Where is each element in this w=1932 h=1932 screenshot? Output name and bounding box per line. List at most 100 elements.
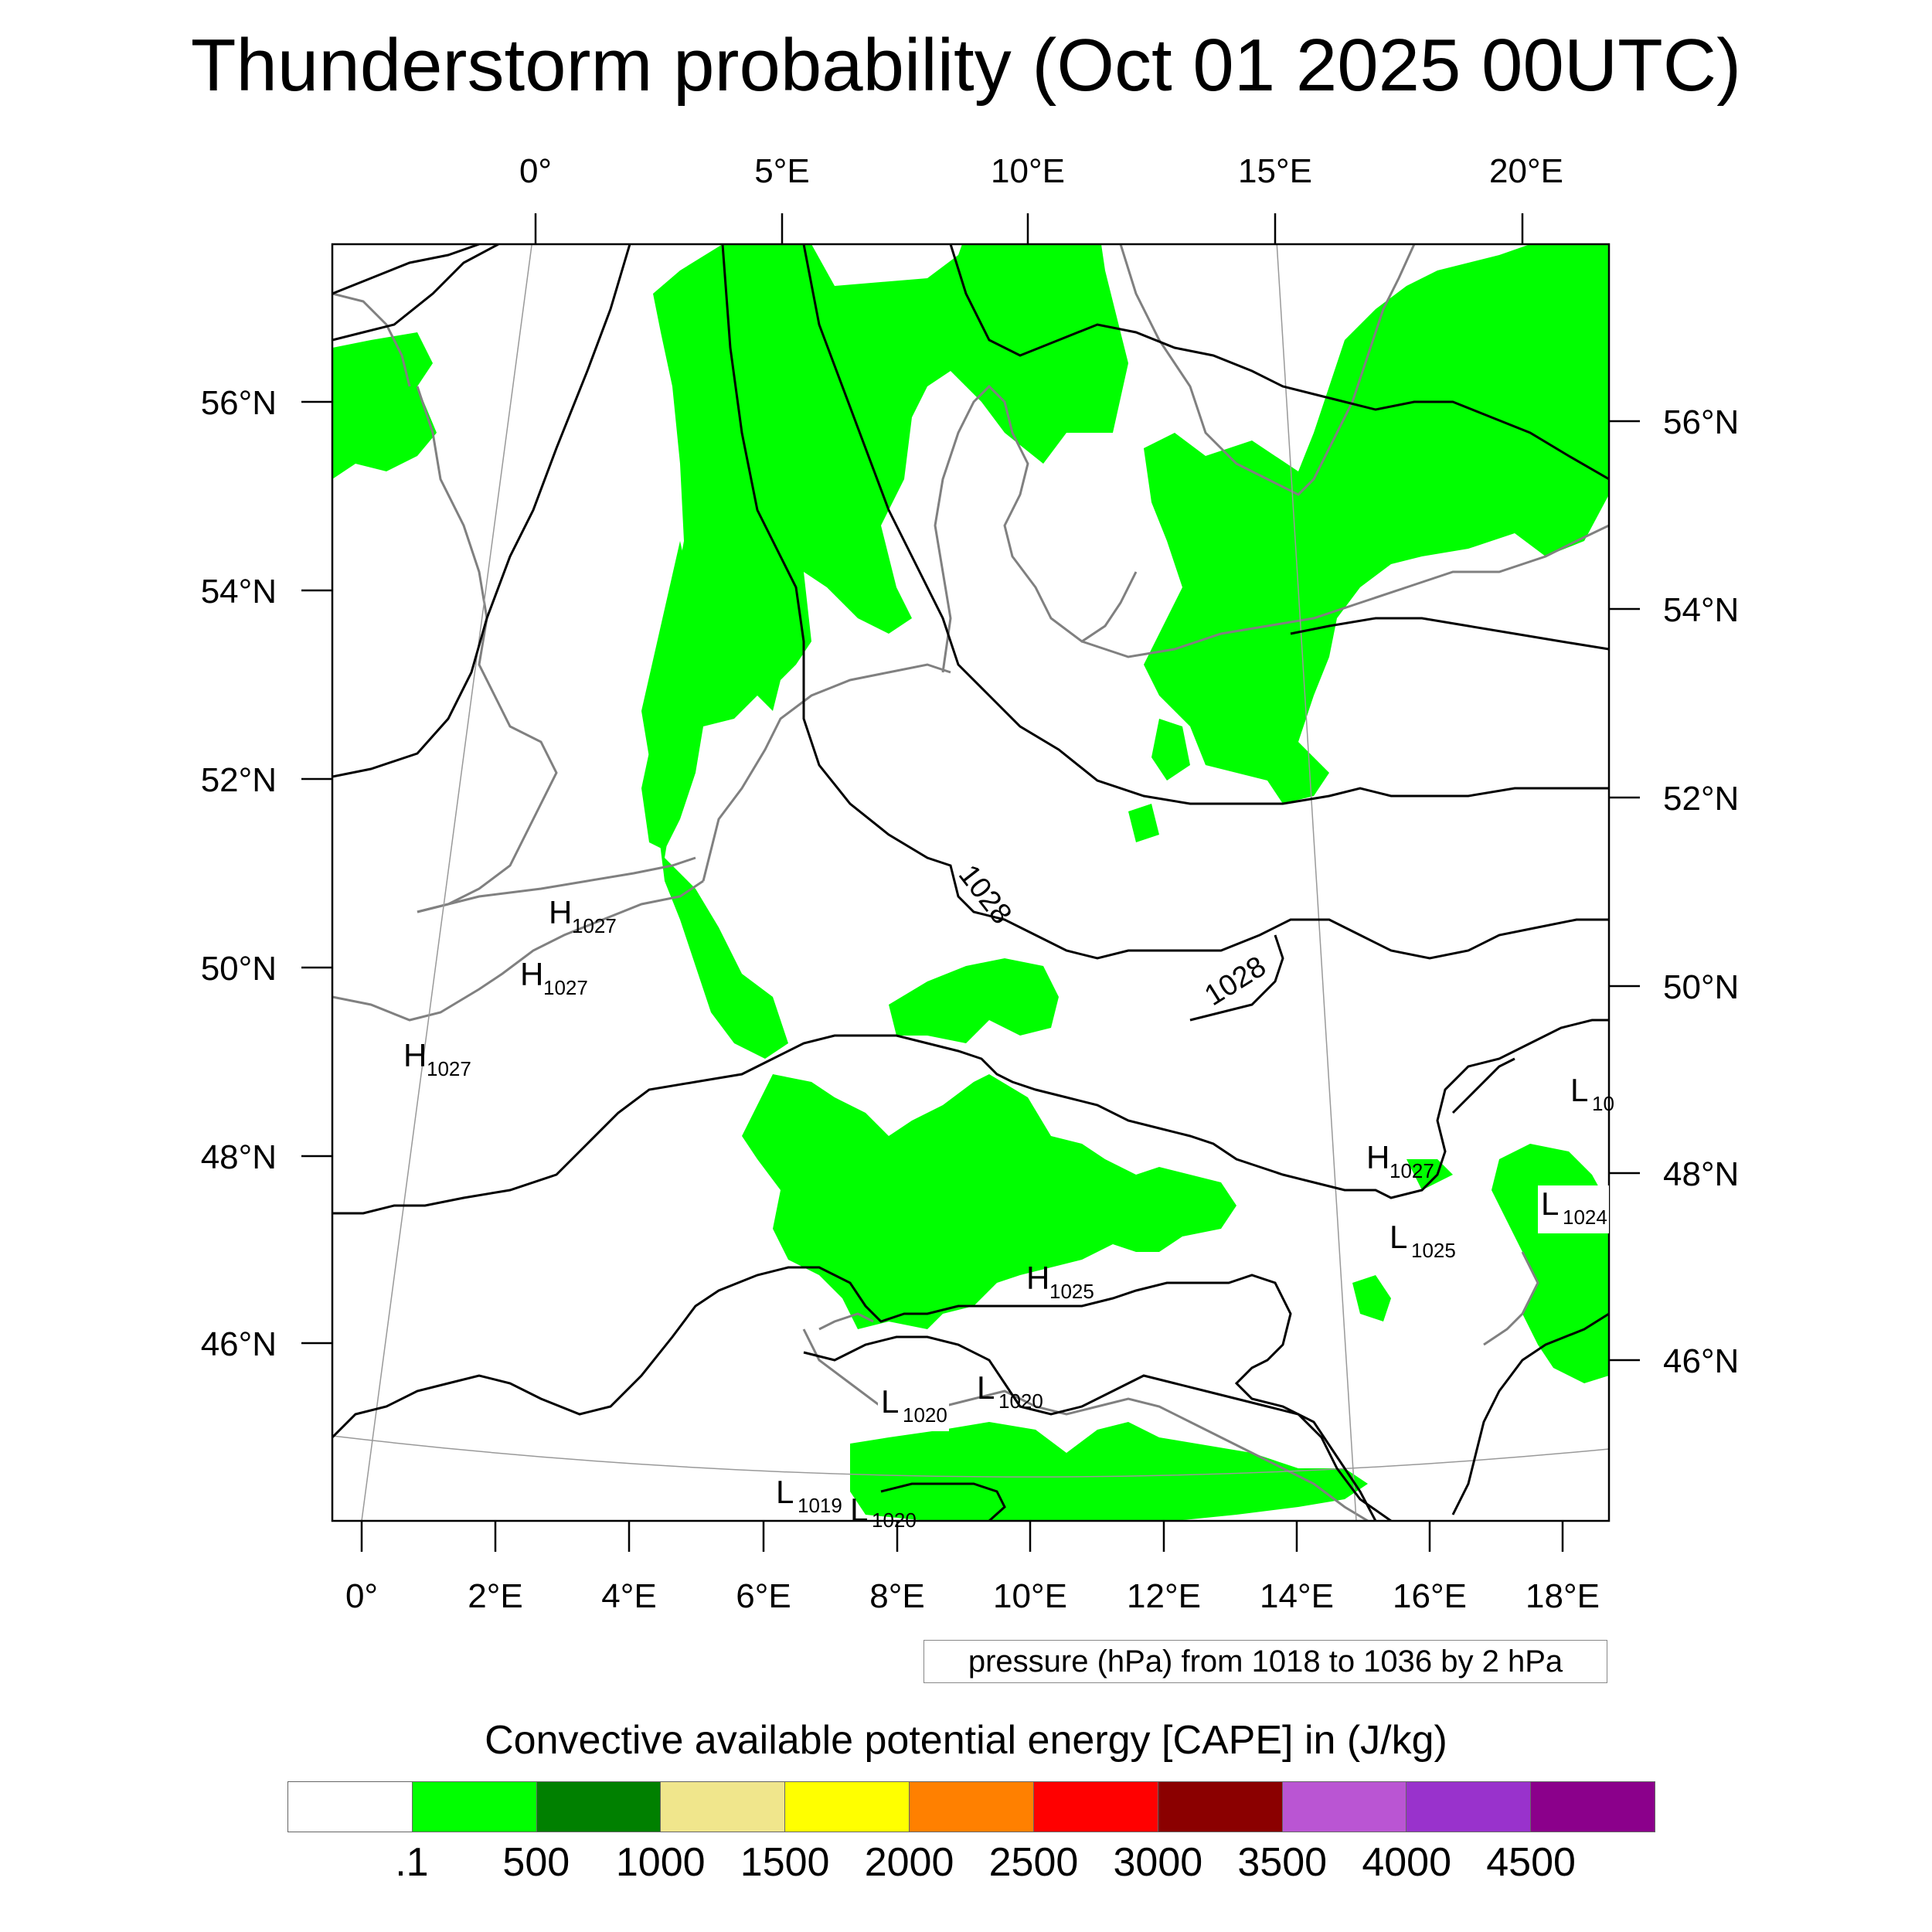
left-lat-label: 56°N xyxy=(201,384,277,422)
pressure-center-letter: L xyxy=(850,1492,868,1528)
map-frame xyxy=(331,243,1611,1522)
right-lat-label: 48°N xyxy=(1663,1155,1739,1193)
colorbar-bin xyxy=(412,1782,537,1832)
pressure-center-letter: L xyxy=(977,1369,995,1406)
pressure-center-value: 1025 xyxy=(1411,1239,1456,1262)
colorbar-bin xyxy=(1158,1782,1283,1832)
pressure-center-high: H 1027 xyxy=(520,956,588,999)
coastline-denmark xyxy=(934,384,1138,673)
cape-region-germany-south xyxy=(889,958,1059,1043)
pressure-center-letter: H xyxy=(1366,1139,1389,1175)
bottom-lon-label: 16°E xyxy=(1393,1577,1467,1615)
meridian-0 xyxy=(361,244,532,1521)
colorbar-label: 500 xyxy=(502,1840,570,1885)
pressure-centers: H 1027 H 1027 H 1027 H 1027 H 1025 L 102… xyxy=(403,894,1614,1532)
left-lat-label: 52°N xyxy=(201,761,277,799)
colorbar-bin xyxy=(1531,1782,1655,1832)
pressure-center-value: 1020 xyxy=(903,1403,947,1427)
coastline-uk-north xyxy=(332,292,411,387)
bottom-lon-label: 18°E xyxy=(1526,1577,1600,1615)
cape-region-uk-north xyxy=(332,332,437,479)
isobar-east-1 xyxy=(1451,1312,1609,1515)
colorbar-label: 2000 xyxy=(864,1840,954,1885)
pressure-center-value: 1027 xyxy=(427,1057,471,1080)
colorbar-label: 4000 xyxy=(1362,1840,1452,1885)
pressure-center-value: 1027 xyxy=(543,976,588,999)
colorbar-title: Convective available potential energy [C… xyxy=(485,1718,1447,1763)
pressure-center-value: 1020 xyxy=(872,1509,917,1532)
cape-region-north-sea xyxy=(641,244,1128,850)
bottom-longitude-labels: 0° 2°E 4°E 6°E 8°E 10°E 12°E 14°E 16°E 1… xyxy=(345,1577,1600,1615)
colorbar-bin xyxy=(1406,1782,1532,1832)
bottom-lon-label: 0° xyxy=(345,1577,378,1615)
axis-ticks xyxy=(301,213,1640,1552)
right-latitude-labels: 56°N 54°N 52°N 50°N 48°N 46°N xyxy=(1663,403,1739,1380)
top-lon-label: 10°E xyxy=(991,152,1065,190)
colorbar-label: 3500 xyxy=(1237,1840,1328,1885)
coastline-france-north xyxy=(332,879,704,1022)
pressure-center-low: L 1020 xyxy=(850,1492,917,1532)
cape-region-scandinavia-baltic xyxy=(1144,244,1609,804)
map-title: Thunderstorm probability (Oct 01 2025 00… xyxy=(190,24,1742,107)
left-ticks xyxy=(301,400,332,1345)
isobar-alps-south xyxy=(803,1335,1392,1521)
pressure-center-value: 1027 xyxy=(572,914,617,937)
pressure-center-low: L 1019 xyxy=(776,1474,842,1517)
colorbar-bin xyxy=(661,1782,786,1832)
cape-region-balkan-patch xyxy=(1352,1159,1453,1321)
coastlines xyxy=(332,244,1609,1521)
colorbar-labels: .1 500 1000 1500 2000 2500 3000 3500 400… xyxy=(0,1839,1932,1893)
border-hungary xyxy=(1483,1251,1539,1346)
pressure-center-value: 10 xyxy=(1592,1092,1614,1115)
top-lon-label: 20°E xyxy=(1489,152,1563,190)
colorbar-label: 1000 xyxy=(615,1840,706,1885)
coastline-baltic-south xyxy=(1081,524,1609,658)
left-latitude-labels: 56°N 54°N 52°N 50°N 48°N 46°N xyxy=(201,384,277,1363)
right-ticks xyxy=(1609,420,1640,1362)
isobar-baltic xyxy=(949,244,1609,481)
isobar-central-1028 xyxy=(1189,934,1284,1022)
pressure-center-low: L 1020 xyxy=(878,1383,949,1431)
pressure-center-letter: L xyxy=(1389,1219,1407,1255)
colorbar-bin xyxy=(910,1782,1034,1832)
pressure-center-letter: L xyxy=(881,1383,899,1420)
pressure-center-letter: L xyxy=(776,1474,794,1510)
pressure-center-letter: H xyxy=(1026,1260,1049,1296)
isobar-east-hungary xyxy=(1451,1057,1515,1114)
coastline-england-east xyxy=(416,386,558,913)
isobar-alps-north xyxy=(332,1266,1377,1521)
isobar-north-sea-1 xyxy=(721,244,1609,960)
pressure-center-value: 1019 xyxy=(798,1494,842,1517)
border-lake-geneva xyxy=(818,1312,874,1331)
pressure-center-letter: H xyxy=(549,894,572,930)
pressure-center-backdrop xyxy=(878,1383,949,1431)
parallel-45n xyxy=(332,1435,1609,1478)
colorbar-bin xyxy=(785,1782,910,1832)
cape-region-netherlands-west xyxy=(641,541,788,1059)
bottom-lon-label: 4°E xyxy=(601,1577,656,1615)
right-lat-label: 50°N xyxy=(1663,968,1739,1006)
left-lat-label: 48°N xyxy=(201,1138,277,1176)
colorbar-label: 1500 xyxy=(740,1840,830,1885)
right-lat-label: 46°N xyxy=(1663,1342,1739,1380)
pressure-center-letter: L xyxy=(1541,1185,1559,1222)
pressure-center-high: H 1027 xyxy=(549,894,617,937)
bottom-lon-label: 2°E xyxy=(468,1577,522,1615)
pressure-center-letter: H xyxy=(520,956,543,992)
pressure-center-backdrop xyxy=(1538,1185,1609,1233)
graticule xyxy=(332,244,1609,1521)
bottom-ticks xyxy=(360,1521,1564,1552)
pressure-center-low: L 1020 xyxy=(977,1369,1043,1413)
isobars xyxy=(332,244,1609,1521)
bottom-lon-label: 12°E xyxy=(1127,1577,1201,1615)
top-lon-label: 0° xyxy=(519,152,552,190)
colorbar-bin xyxy=(1033,1782,1158,1832)
isobar-poland xyxy=(1290,617,1609,651)
left-lat-label: 54°N xyxy=(201,573,277,611)
top-lon-label: 5°E xyxy=(754,152,809,190)
pressure-center-high: H 1025 xyxy=(1026,1260,1094,1303)
isobar-northwest-2 xyxy=(332,244,499,342)
pressure-center-value: 1020 xyxy=(998,1389,1043,1413)
cape-region-italy-north xyxy=(850,1422,1368,1521)
